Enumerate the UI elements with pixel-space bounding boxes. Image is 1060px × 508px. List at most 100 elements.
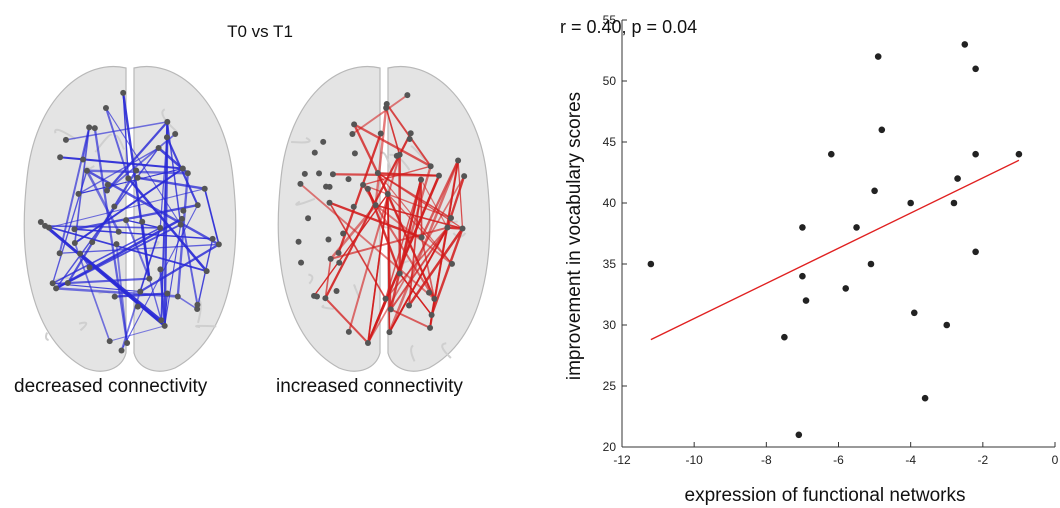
brain-node	[333, 287, 340, 294]
y-tick-label: 20	[603, 440, 617, 454]
connectivity-edge	[159, 269, 166, 326]
brain-node	[426, 289, 433, 296]
correlation-annotation: r = 0.40, p = 0.04	[560, 17, 697, 37]
brain-node	[320, 138, 327, 145]
data-point	[647, 260, 655, 268]
brain-node	[340, 230, 347, 237]
connectivity-edge	[353, 123, 432, 168]
y-tick-label: 45	[603, 135, 617, 149]
brain-node	[297, 180, 304, 187]
connectivity-edge	[347, 154, 401, 333]
brain-node	[115, 228, 122, 235]
brain-node	[384, 190, 391, 197]
brain-node	[161, 322, 168, 329]
data-point	[961, 41, 969, 48]
brain-node	[163, 134, 170, 141]
connectivity-edge	[52, 227, 161, 284]
brain-node	[139, 218, 146, 225]
brain-node	[56, 250, 63, 257]
connectivity-edge	[121, 204, 199, 351]
data-point	[867, 260, 875, 268]
y-tick-label: 35	[603, 257, 617, 271]
connectivity-edge	[329, 201, 423, 239]
brain-node	[209, 235, 216, 242]
connectivity-edge	[164, 224, 182, 326]
brain-node	[103, 187, 110, 194]
connectivity-edge	[105, 107, 130, 179]
connectivity-edge	[59, 243, 219, 254]
connectivity-edge	[125, 219, 151, 280]
y-tick-label: 30	[603, 318, 617, 332]
brain-node	[459, 225, 466, 232]
brain-node	[444, 224, 451, 231]
plot-axes	[621, 20, 1055, 448]
brain-node	[336, 259, 343, 266]
brain-fold	[195, 324, 217, 329]
brain-fold	[291, 136, 311, 144]
brain-node	[345, 328, 352, 335]
connectivity-edge	[74, 242, 111, 342]
connectivity-edge	[203, 188, 220, 245]
brain-node	[64, 280, 71, 287]
brain-node	[382, 295, 389, 302]
brain-node	[406, 136, 413, 143]
connectivity-edge	[390, 227, 449, 310]
brain-node	[134, 174, 141, 181]
brain-node	[383, 101, 390, 108]
brain-node	[203, 268, 210, 275]
brain-networks-figure	[23, 66, 491, 372]
brain-node	[57, 154, 64, 161]
brain-node	[435, 172, 442, 179]
brain-node	[194, 301, 201, 308]
brain-node	[418, 176, 425, 183]
data-point	[802, 297, 810, 304]
brain-fold	[44, 332, 49, 342]
brain-node	[404, 92, 411, 99]
brain-node	[327, 255, 334, 262]
brain-node	[316, 170, 323, 177]
connectivity-edge	[329, 204, 377, 260]
brain-fold	[410, 145, 427, 162]
brain-node	[157, 224, 164, 231]
brain-node	[124, 339, 131, 346]
connectivity-edge	[398, 165, 432, 274]
brain-node	[374, 170, 381, 177]
brain-node	[448, 260, 455, 267]
connectivity-edge	[384, 226, 449, 300]
brain-node	[201, 185, 208, 192]
data-point	[972, 248, 979, 256]
connectivity-edge	[407, 227, 464, 307]
brain-node	[80, 156, 87, 163]
connectivity-edge	[362, 165, 431, 186]
brain-fold	[410, 344, 416, 362]
brain-node	[133, 167, 140, 174]
regression-line	[650, 159, 1020, 341]
brain-fold	[78, 321, 88, 332]
connectivity-edge	[109, 325, 165, 342]
brain-node	[305, 215, 312, 222]
connectivity-edge	[164, 293, 168, 326]
brain-node	[106, 338, 113, 345]
brain-node	[396, 270, 403, 277]
connectivity-edge	[115, 244, 129, 344]
decreased-connectivity-label: decreased connectivity	[14, 376, 208, 397]
connectivity-edge	[388, 160, 460, 333]
data-point	[853, 224, 860, 231]
connectivity-panel: T0 vs T1 decreased connectivity increase…	[0, 0, 520, 508]
connectivity-edge	[141, 221, 151, 279]
brain-node	[177, 221, 184, 228]
data-point	[799, 272, 806, 280]
y-ticks: 20 25 30 35 40 45 50 55	[603, 13, 627, 454]
data-point	[972, 150, 979, 158]
brain-node	[326, 199, 333, 206]
brain-node	[180, 207, 187, 214]
connectivity-edge	[351, 94, 408, 135]
data-point	[842, 285, 850, 292]
brain-node	[427, 163, 434, 170]
brain-node	[83, 167, 90, 174]
brain-node	[447, 215, 454, 222]
brain-node	[172, 131, 179, 138]
left-hemisphere-shape	[23, 66, 127, 372]
brain-decreased-connectivity	[23, 66, 237, 372]
brain-node	[155, 144, 162, 151]
